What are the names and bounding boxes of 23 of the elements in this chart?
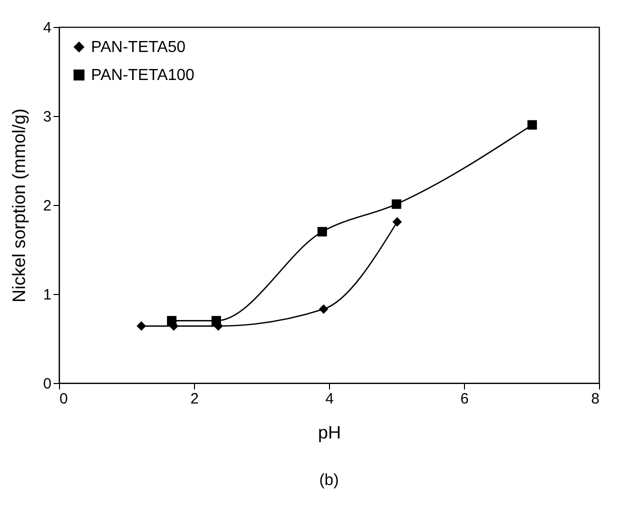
x-tick-label: 6: [460, 390, 469, 408]
x-tick-label: 4: [325, 390, 334, 408]
y-tick-label: 2: [43, 198, 52, 214]
legend-label: PAN-TETA100: [91, 67, 195, 84]
y-tick-label: 1: [43, 286, 52, 304]
x-tick-label: 8: [591, 390, 600, 408]
text: (b): [319, 472, 339, 489]
point: [136, 321, 146, 331]
y-tick-label: 4: [43, 20, 52, 36]
point: [212, 316, 222, 326]
legend-label: PAN-TETA50: [91, 39, 186, 56]
y-axis-title: Nickel sorption (mmol/g): [9, 108, 30, 303]
point: [166, 316, 176, 326]
x-tick-label: 0: [60, 390, 68, 408]
point: [392, 217, 402, 227]
x-axis-title: pH: [318, 422, 342, 442]
y-tick-label: 3: [43, 108, 52, 126]
x-tick-label: 2: [190, 390, 199, 408]
y-tick-label: 0: [43, 376, 52, 392]
point: [318, 226, 327, 236]
point: [527, 120, 537, 130]
point: [392, 199, 402, 209]
point: [318, 304, 328, 314]
